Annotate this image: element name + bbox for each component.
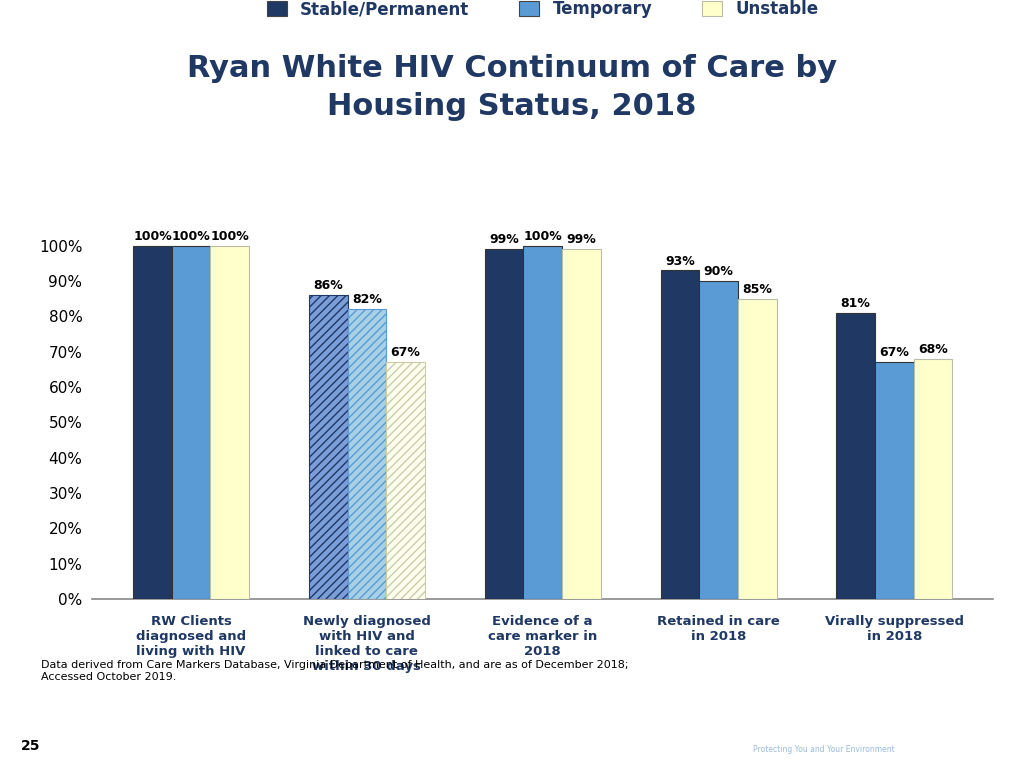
Text: VDH: VDH: [653, 690, 755, 729]
Bar: [738, 299, 776, 599]
Text: 99%: 99%: [489, 233, 519, 247]
Text: OF HEALTH: OF HEALTH: [817, 720, 881, 730]
Bar: [699, 281, 738, 599]
Legend: Stable/Permanent, Temporary, Unstable: Stable/Permanent, Temporary, Unstable: [266, 0, 819, 18]
Bar: [172, 246, 211, 599]
Text: 100%: 100%: [210, 230, 249, 243]
Text: 86%: 86%: [313, 280, 343, 293]
Text: 85%: 85%: [742, 283, 772, 296]
Text: Ryan White HIV Continuum of Care by
Housing Status, 2018: Ryan White HIV Continuum of Care by Hous…: [187, 54, 837, 121]
Text: Protecting You and Your Environment: Protecting You and Your Environment: [754, 745, 895, 753]
Text: 67%: 67%: [391, 346, 421, 359]
Bar: [562, 249, 601, 599]
Text: 90%: 90%: [703, 265, 733, 278]
Bar: [660, 270, 699, 599]
Bar: [211, 246, 249, 599]
Bar: [347, 310, 386, 599]
Text: 100%: 100%: [133, 230, 172, 243]
Text: 93%: 93%: [665, 254, 694, 267]
Text: 67%: 67%: [880, 346, 909, 359]
Bar: [523, 246, 562, 599]
Bar: [484, 249, 523, 599]
Text: 99%: 99%: [566, 233, 596, 247]
Bar: [133, 246, 172, 599]
Text: 25: 25: [20, 739, 40, 753]
Bar: [309, 295, 347, 599]
Bar: [837, 313, 874, 599]
Text: VIRGINIA: VIRGINIA: [817, 684, 869, 694]
Bar: [386, 362, 425, 599]
Text: DEPARTMENT: DEPARTMENT: [817, 702, 895, 712]
Bar: [913, 359, 952, 599]
Text: 100%: 100%: [172, 230, 211, 243]
Bar: [874, 362, 913, 599]
Text: 81%: 81%: [841, 297, 870, 310]
Text: 100%: 100%: [523, 230, 562, 243]
Text: 82%: 82%: [352, 293, 382, 306]
Text: Data derived from Care Markers Database, Virginia Department of Health, and are : Data derived from Care Markers Database,…: [41, 660, 629, 682]
Text: 68%: 68%: [919, 343, 948, 356]
